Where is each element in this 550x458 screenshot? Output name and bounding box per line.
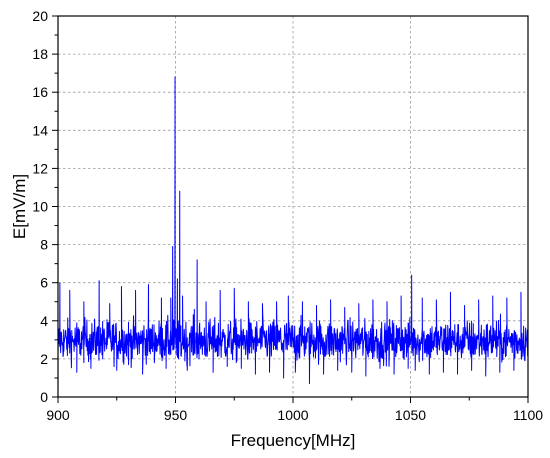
y-axis-title: E[mV/m] [10, 174, 29, 239]
x-axis-title: Frequency[MHz] [231, 431, 356, 450]
y-tick-label: 12 [32, 160, 48, 176]
y-tick-label: 6 [40, 275, 48, 291]
y-tick-label: 10 [32, 199, 48, 215]
y-tick-label: 18 [32, 46, 48, 62]
y-tick-label: 0 [40, 389, 48, 405]
y-tick-label: 20 [32, 8, 48, 24]
y-tick-label: 16 [32, 84, 48, 100]
x-tick-label: 950 [164, 407, 188, 423]
series-layer [57, 76, 529, 385]
axis-ticks [52, 15, 529, 403]
x-tick-label: 1000 [277, 407, 308, 423]
y-tick-label: 14 [32, 122, 48, 138]
series-line [57, 76, 529, 385]
y-tick-label: 8 [40, 237, 48, 253]
x-tick-label: 1100 [513, 407, 543, 423]
y-tick-label: 4 [40, 313, 48, 329]
y-tick-label: 2 [40, 351, 48, 367]
x-tick-label: 900 [46, 407, 70, 423]
x-tick-label: 1050 [395, 407, 426, 423]
tick-labels: 900 950 1000 1050 1100 0 2 4 6 8 10 12 14 16 18 20 [32, 8, 543, 423]
